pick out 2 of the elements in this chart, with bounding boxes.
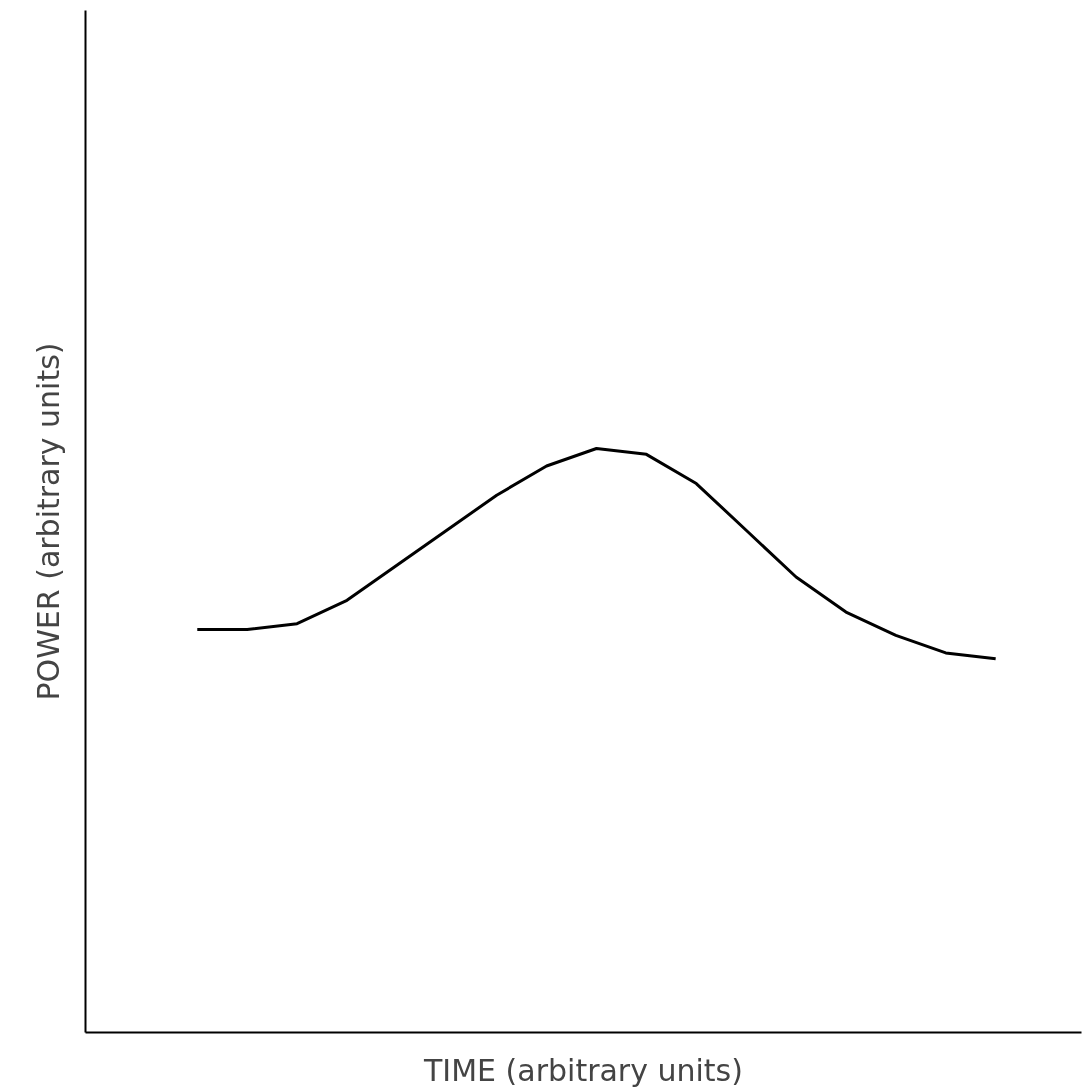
- x-axis-title: TIME (arbitrary units): [423, 1052, 743, 1088]
- y-axis-title: POWER (arbitrary units): [30, 342, 66, 701]
